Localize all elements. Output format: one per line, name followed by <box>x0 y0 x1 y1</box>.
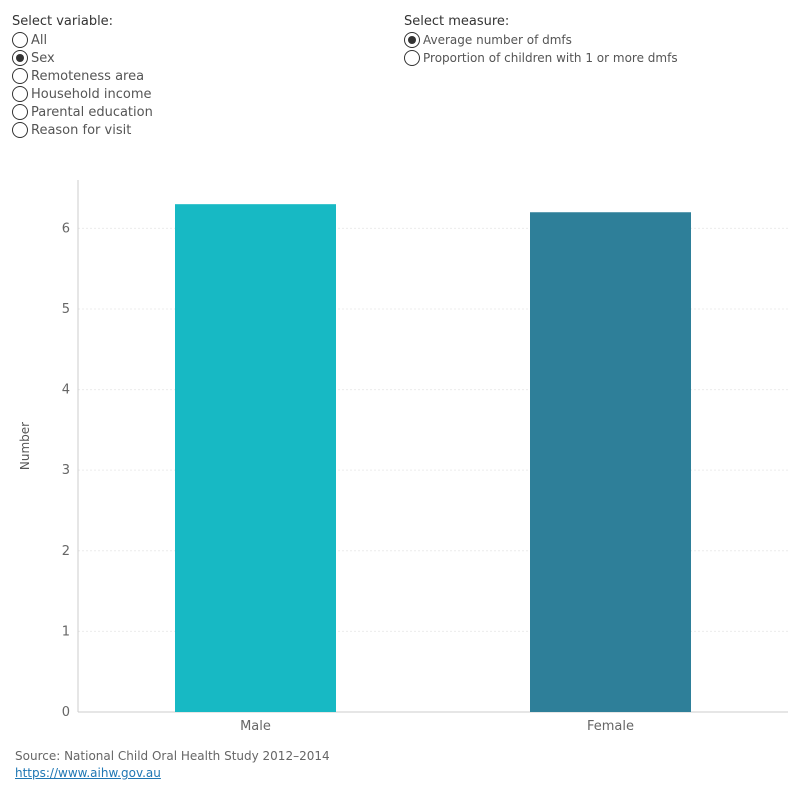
variable-option-remoteness-area[interactable]: Remoteness area <box>12 67 153 85</box>
measure-option-proportion-dmfs[interactable]: Proportion of children with 1 or more dm… <box>404 49 678 67</box>
x-tick-label: Female <box>587 719 634 734</box>
radio-icon[interactable] <box>404 32 420 48</box>
variable-selector: Select variable: All Sex Remoteness area… <box>12 14 153 139</box>
y-tick-label: 2 <box>62 544 70 559</box>
measure-selector: Select measure: Average number of dmfs P… <box>404 14 678 67</box>
variable-option-label: Household income <box>31 86 152 102</box>
y-tick-label: 4 <box>62 383 70 398</box>
radio-icon[interactable] <box>12 86 28 102</box>
variable-option-label: Reason for visit <box>31 122 132 138</box>
radio-icon[interactable] <box>12 32 28 48</box>
measure-options: Average number of dmfs Proportion of chi… <box>404 31 678 67</box>
variable-option-reason-for-visit[interactable]: Reason for visit <box>12 121 153 139</box>
bar-chart: 0 1 2 3 4 5 6 Number Male Female <box>18 180 788 734</box>
radio-icon[interactable] <box>12 68 28 84</box>
x-tick-label: Male <box>240 719 271 734</box>
variable-selector-title: Select variable: <box>12 14 114 29</box>
bar-male[interactable] <box>175 204 336 712</box>
measure-selector-title: Select measure: <box>404 14 510 29</box>
measure-option-label: Average number of dmfs <box>423 33 572 47</box>
y-axis-title: Number <box>18 422 32 470</box>
radio-icon[interactable] <box>12 122 28 138</box>
bar-female[interactable] <box>530 212 691 712</box>
y-tick-label: 6 <box>62 221 70 236</box>
variable-option-household-income[interactable]: Household income <box>12 85 153 103</box>
y-tick-label: 0 <box>62 705 70 720</box>
variable-options: All Sex Remoteness area Household income… <box>12 31 153 139</box>
measure-option-average-dmfs[interactable]: Average number of dmfs <box>404 31 678 49</box>
radio-icon[interactable] <box>12 104 28 120</box>
variable-option-all[interactable]: All <box>12 31 153 49</box>
radio-icon[interactable] <box>404 50 420 66</box>
source-link[interactable]: https://www.aihw.gov.au <box>15 766 161 780</box>
source-note: Source: National Child Oral Health Study… <box>15 749 330 763</box>
y-tick-label: 3 <box>62 463 70 478</box>
variable-option-label: Sex <box>31 50 55 66</box>
radio-icon[interactable] <box>12 50 28 66</box>
variable-option-label: Remoteness area <box>31 68 145 84</box>
variable-option-sex[interactable]: Sex <box>12 49 153 67</box>
variable-option-parental-education[interactable]: Parental education <box>12 103 153 121</box>
y-tick-label: 1 <box>62 624 70 639</box>
variable-option-label: All <box>31 32 48 48</box>
y-tick-label: 5 <box>62 302 70 317</box>
variable-option-label: Parental education <box>31 104 153 120</box>
measure-option-label: Proportion of children with 1 or more dm… <box>423 51 678 65</box>
